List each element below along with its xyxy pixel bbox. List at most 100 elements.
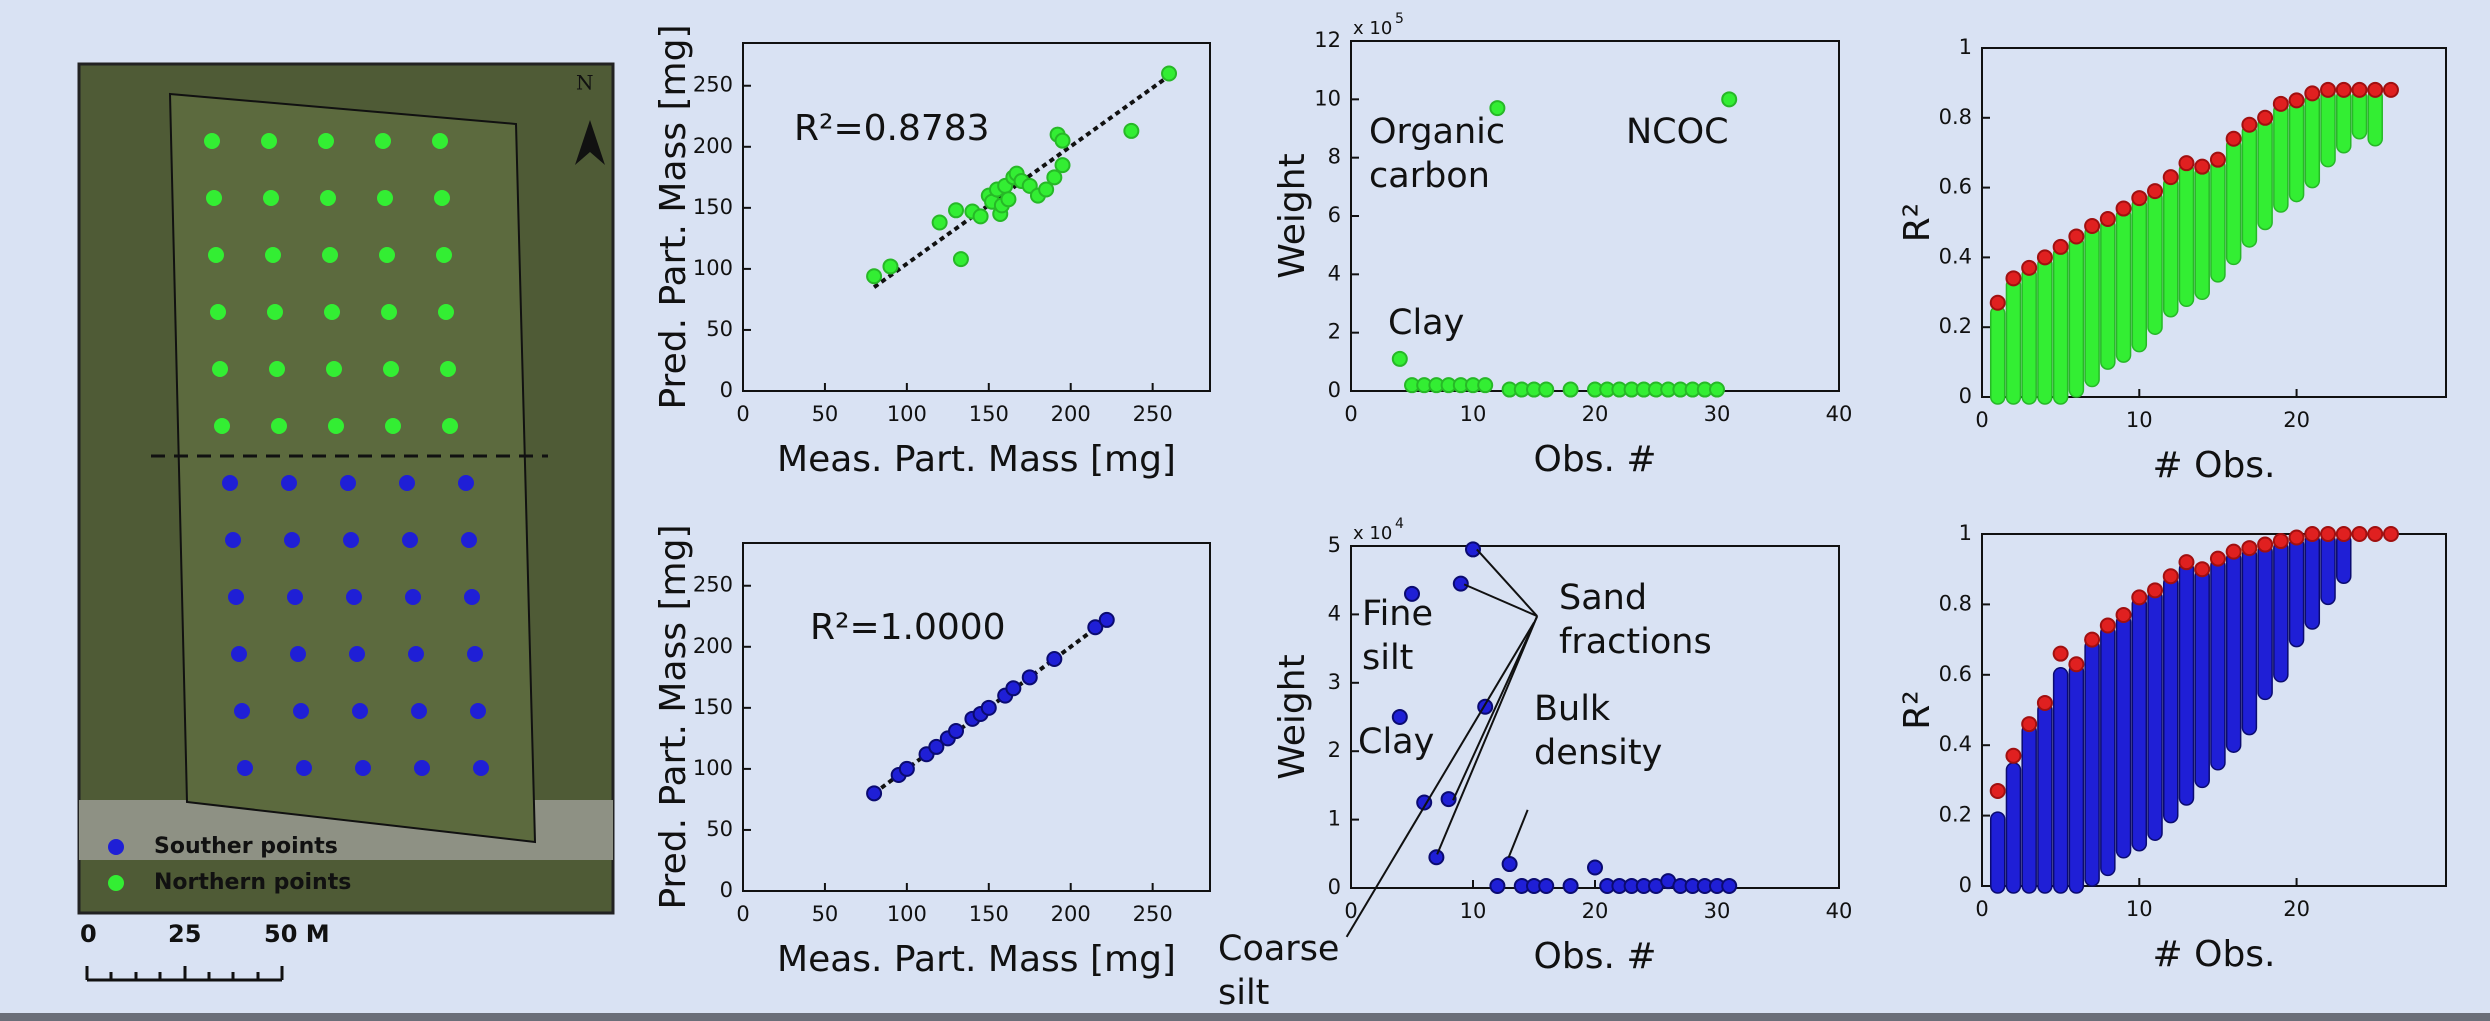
point	[1005, 680, 1022, 697]
point	[2162, 169, 2179, 186]
annotation: fractions	[1559, 622, 1712, 662]
range-bar	[2037, 256, 2053, 405]
map-point	[318, 133, 334, 149]
map-point	[355, 760, 371, 776]
map-point	[214, 418, 230, 434]
map-point	[210, 304, 226, 320]
range-bar	[2147, 589, 2163, 841]
point	[2351, 526, 2368, 542]
point	[2099, 211, 2116, 228]
map-point	[271, 418, 287, 434]
y-tick-label: 0.4	[1939, 732, 1972, 756]
leader-line	[1507, 809, 1529, 858]
annotation: Organic	[1369, 112, 1505, 152]
y-tick-label: 50	[706, 817, 733, 841]
map-point	[432, 133, 448, 149]
y-tick-label: 200	[693, 134, 733, 158]
map-point	[434, 190, 450, 206]
y-tick-label: 2	[1328, 738, 1341, 762]
y-tick-label: 1	[1328, 807, 1341, 831]
x-tick-label: 50	[812, 402, 839, 426]
point	[2209, 151, 2226, 168]
point	[931, 214, 948, 231]
range-bar	[2178, 162, 2195, 308]
annotation: Fine	[1362, 594, 1433, 634]
point	[1501, 856, 1518, 873]
point	[2005, 270, 2022, 287]
leader-line	[1436, 615, 1539, 855]
point	[2288, 92, 2305, 109]
map: N Souther points Northern points 0 25 50…	[77, 62, 615, 982]
point	[980, 699, 997, 716]
point	[2382, 526, 2399, 542]
point	[1054, 157, 1071, 174]
y-tick-label: 200	[693, 634, 733, 658]
y-tick-label: 0.8	[1939, 105, 1972, 129]
point	[2367, 526, 2384, 542]
point	[1489, 877, 1506, 894]
y-tick-label: 6	[1328, 203, 1341, 227]
point	[866, 785, 883, 802]
point	[1440, 791, 1457, 808]
point	[1562, 877, 1579, 894]
point	[2021, 259, 2038, 276]
y-axis-label: Pred. Part. Mass [mg]	[653, 524, 694, 909]
range-bar	[2273, 103, 2289, 213]
y-tick-label: 2	[1328, 320, 1341, 344]
x-tick-label: 20	[1582, 402, 1609, 426]
range-bar	[2241, 547, 2258, 736]
point	[1046, 169, 1063, 186]
x-tick-label: 0	[736, 402, 749, 426]
exponent-label: x 10	[1353, 18, 1392, 39]
map-point	[320, 190, 336, 206]
point	[2351, 81, 2368, 98]
map-point	[293, 703, 309, 719]
point	[2241, 116, 2258, 133]
point	[1477, 377, 1494, 394]
x-tick-label: 100	[887, 902, 927, 926]
y-tick-label: 3	[1328, 670, 1341, 694]
legend-label: Northern points	[154, 870, 351, 895]
point	[2304, 526, 2321, 542]
y-tick-label: 100	[693, 756, 733, 780]
leader-line	[1345, 621, 1535, 938]
point	[2241, 540, 2258, 557]
y-axis-label: R²	[1897, 690, 1938, 729]
map-point	[470, 703, 486, 719]
y-tick-label: 0.6	[1939, 175, 1972, 199]
range-bar	[2005, 277, 2022, 405]
point	[2178, 554, 2195, 571]
point	[928, 738, 945, 755]
point	[2257, 109, 2274, 126]
map-point	[442, 418, 458, 434]
point	[1391, 709, 1408, 725]
map-point	[440, 361, 456, 377]
range-bar	[2131, 596, 2148, 852]
map-point	[296, 760, 312, 776]
y-tick-label: 12	[1314, 28, 1341, 52]
map-point	[377, 190, 393, 206]
point	[2272, 533, 2289, 550]
y-tick-label: 0.4	[1939, 244, 1972, 268]
map-point	[265, 247, 281, 263]
x-tick-label: 0	[1975, 408, 1988, 432]
point	[952, 251, 969, 268]
map-point	[379, 247, 395, 263]
y-tick-label: 4	[1328, 261, 1341, 285]
y-tick-label: 0.8	[1939, 591, 1972, 615]
point	[898, 760, 915, 777]
point	[1452, 575, 1469, 592]
range-bar	[2147, 190, 2163, 335]
legend-marker	[108, 839, 124, 855]
x-tick-label: 10	[2126, 897, 2153, 921]
range-bar	[2320, 533, 2336, 606]
y-tick-label: 5	[1328, 533, 1341, 557]
map-point	[267, 304, 283, 320]
legend-marker	[108, 875, 124, 891]
x-tick-label: 40	[1826, 402, 1853, 426]
map-point	[343, 532, 359, 548]
map-point	[284, 532, 300, 548]
y-tick-label: 4	[1328, 601, 1341, 625]
range-bar	[2162, 575, 2179, 824]
